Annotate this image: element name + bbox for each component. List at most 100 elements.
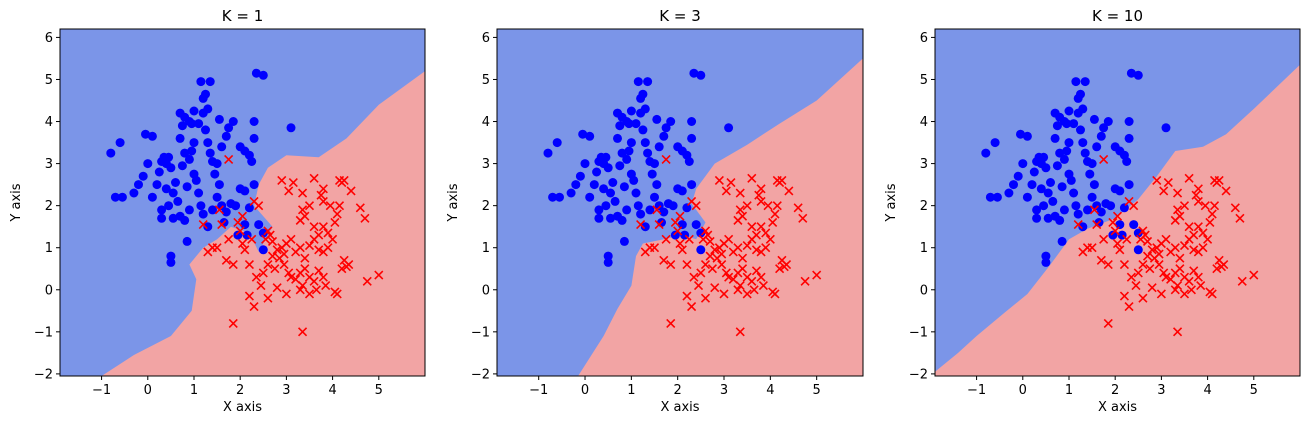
data-point-class0 xyxy=(224,123,234,133)
data-point-class1 xyxy=(751,266,762,276)
data-point-class0 xyxy=(1119,203,1129,213)
data-point-class0 xyxy=(1092,142,1102,152)
data-point-class0 xyxy=(1087,159,1097,169)
data-point-class0 xyxy=(134,180,143,190)
y-tick-label: 5 xyxy=(482,73,490,88)
data-point-class1 xyxy=(1219,259,1229,270)
data-point-class1 xyxy=(214,205,224,215)
y-tick-label: 2 xyxy=(920,199,928,214)
data-point-class1 xyxy=(360,213,370,223)
data-point-class0 xyxy=(629,175,639,185)
data-point-class1 xyxy=(1112,238,1123,249)
data-point-class0 xyxy=(231,201,241,211)
data-point-class0 xyxy=(175,108,185,118)
data-point-class1 xyxy=(1142,251,1153,261)
data-point-class1 xyxy=(1209,201,1220,211)
data-point-class1 xyxy=(1203,234,1213,244)
data-point-class0 xyxy=(1108,230,1118,240)
data-point-class0 xyxy=(221,131,231,141)
y-tick-label: 1 xyxy=(45,241,53,256)
data-point-class0 xyxy=(1013,171,1023,181)
data-point-class0 xyxy=(258,70,268,80)
data-point-class0 xyxy=(141,129,150,139)
data-point-class1 xyxy=(323,228,333,238)
data-point-class0 xyxy=(571,180,581,190)
data-point-class0 xyxy=(1073,209,1083,219)
x-tick-label: 3 xyxy=(1157,383,1165,398)
data-point-class0 xyxy=(286,123,296,133)
data-point-class1 xyxy=(1147,245,1157,255)
data-point-class0 xyxy=(647,169,657,179)
data-point-class0 xyxy=(1029,167,1039,177)
y-tick-label: 3 xyxy=(482,157,490,172)
data-point-class1 xyxy=(1184,222,1194,232)
y-axis-label: Y axis xyxy=(9,183,24,222)
data-point-class0 xyxy=(129,188,139,198)
data-point-class1 xyxy=(763,201,773,211)
data-point-class0 xyxy=(687,180,697,190)
data-point-class0 xyxy=(1124,180,1134,190)
data-point-class1 xyxy=(682,259,692,270)
data-point-class1 xyxy=(636,220,646,230)
data-point-class0 xyxy=(180,215,190,225)
x-axis-label: X axis xyxy=(660,400,699,415)
data-point-class1 xyxy=(700,226,711,236)
data-point-class0 xyxy=(1096,207,1106,217)
data-point-class1 xyxy=(700,293,711,303)
data-point-class0 xyxy=(1089,180,1099,190)
x-tick-label: 4 xyxy=(328,383,336,398)
data-point-class1 xyxy=(721,186,731,196)
data-point-class0 xyxy=(659,131,669,141)
data-point-class1 xyxy=(300,253,310,263)
data-point-class1 xyxy=(300,264,310,274)
data-point-class0 xyxy=(171,178,180,187)
data-point-class1 xyxy=(309,173,319,183)
plot-frame xyxy=(934,28,1301,377)
x-axis-label: X axis xyxy=(1098,400,1137,415)
data-point-class1 xyxy=(1249,270,1259,280)
y-tick-label: 0 xyxy=(920,283,928,298)
data-point-class0 xyxy=(214,180,224,190)
data-point-class0 xyxy=(1066,175,1076,185)
data-point-class0 xyxy=(1016,129,1025,139)
y-tick-label: −1 xyxy=(909,325,928,340)
data-point-class1 xyxy=(1122,234,1132,244)
data-point-class1 xyxy=(1115,245,1125,255)
data-point-class0 xyxy=(1041,251,1051,261)
data-point-class1 xyxy=(1170,285,1180,295)
data-point-class1 xyxy=(244,259,254,270)
data-point-class1 xyxy=(297,327,308,337)
data-point-class1 xyxy=(756,222,766,232)
data-point-class0 xyxy=(1078,138,1088,148)
data-point-class1 xyxy=(1237,276,1247,286)
data-point-class0 xyxy=(1103,117,1113,126)
data-point-class1 xyxy=(812,270,822,280)
data-point-class1 xyxy=(256,281,266,291)
data-point-class1 xyxy=(717,249,727,259)
y-tick-label: 5 xyxy=(45,73,53,88)
data-point-class0 xyxy=(640,222,650,232)
data-point-class1 xyxy=(314,266,324,276)
data-point-class1 xyxy=(1207,289,1217,299)
data-point-class0 xyxy=(643,77,653,87)
data-point-class1 xyxy=(1138,293,1148,303)
data-point-class1 xyxy=(1156,289,1166,299)
data-point-class0 xyxy=(177,121,187,131)
data-point-class0 xyxy=(659,207,669,217)
data-point-class1 xyxy=(279,249,289,259)
data-point-class1 xyxy=(1193,247,1203,257)
data-point-class0 xyxy=(650,192,659,202)
data-point-class1 xyxy=(247,234,257,244)
data-point-class1 xyxy=(1184,173,1194,183)
data-point-class1 xyxy=(1179,201,1190,211)
data-point-class1 xyxy=(279,259,289,270)
data-point-class1 xyxy=(1235,213,1245,223)
data-point-class1 xyxy=(737,253,748,263)
data-point-class0 xyxy=(180,148,190,158)
data-point-class1 xyxy=(217,220,227,230)
data-point-class1 xyxy=(237,238,248,249)
data-point-class0 xyxy=(992,192,1002,202)
data-point-class0 xyxy=(1009,180,1018,190)
y-tick-label: 1 xyxy=(920,241,928,256)
data-point-class1 xyxy=(719,289,729,299)
